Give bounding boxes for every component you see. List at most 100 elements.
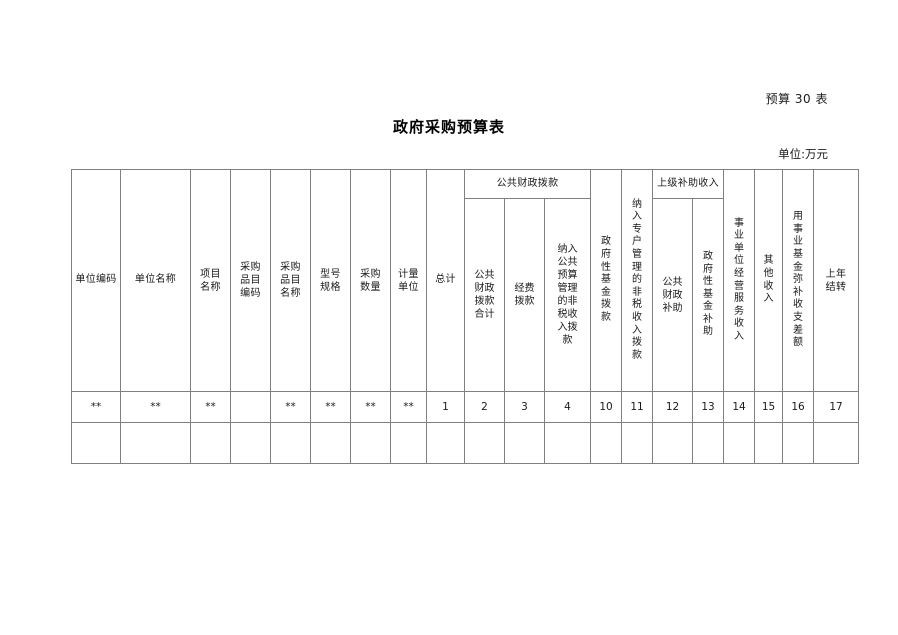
empty-cell-total xyxy=(426,422,465,464)
cell-value: ** xyxy=(205,400,216,413)
cell-value: 16 xyxy=(791,400,805,413)
cell-value: 1 xyxy=(442,400,449,413)
cell-value: 11 xyxy=(630,400,644,413)
budget-table-container: 单位编码 单位名称 项目名称 采购品目编码 采购品目名称 型号规格 采购数量 计量单位 总计 公共… xyxy=(71,169,859,464)
cell-pf_funds: 3 xyxy=(504,391,545,423)
cell-value: ** xyxy=(325,400,336,413)
empty-cell-pf_nontax xyxy=(544,422,591,464)
column-header-carryover: 上年结转 xyxy=(813,169,859,392)
cell-carryover: 17 xyxy=(813,391,859,423)
column-header-pf_nontax: 纳入公共预算管理的非税收入拨款 xyxy=(544,198,591,392)
column-header-label: 总计 xyxy=(435,274,456,286)
column-header-sub_gov_fund: 政府性基金补助 xyxy=(692,198,724,392)
column-header-purchase_qty: 采购数量 xyxy=(350,169,391,392)
column-header-label: 上年结转 xyxy=(825,268,847,293)
empty-cell-model_spec xyxy=(310,422,351,464)
empty-cell-carryover xyxy=(813,422,859,464)
cell-value: 12 xyxy=(665,400,680,413)
empty-cell-pf_funds xyxy=(504,422,545,464)
empty-cell-item_name xyxy=(270,422,311,464)
table-head: 单位编码 单位名称 项目名称 采购品目编码 采购品目名称 型号规格 采购数量 计量单位 总计 公共… xyxy=(71,169,859,392)
empty-cell-special_acct xyxy=(621,422,653,464)
empty-cell-pf_total xyxy=(464,422,505,464)
column-header-label: 纳入专户管理的非税收入拨款 xyxy=(632,198,642,361)
cell-gov_fund: 10 xyxy=(590,391,622,423)
cell-item_code xyxy=(230,391,271,423)
column-header-pf_total: 公共财政拨款合计 xyxy=(464,198,505,392)
empty-cell-other_income xyxy=(754,422,783,464)
column-header-pf_funds: 经费拨款 xyxy=(504,198,545,392)
cell-value: ** xyxy=(150,400,161,413)
cell-value: ** xyxy=(90,400,102,413)
column-header-unit_name: 单位名称 xyxy=(120,169,191,392)
cell-value: ** xyxy=(365,400,376,413)
cell-total: 1 xyxy=(426,391,465,423)
header-leaf-row: 公共财政拨款合计 经费拨款 纳入公共预算管理的非税收入拨款 公共财政补助 政府性基金补助 xyxy=(72,198,859,392)
page-title: 政府采购预算表 xyxy=(392,118,505,136)
cell-project_name: ** xyxy=(190,391,231,423)
sheet-number: 预算 30 表 xyxy=(765,92,828,106)
cell-value: ** xyxy=(403,400,414,413)
cell-sub_gov_fund: 13 xyxy=(692,391,724,423)
empty-cell-unit_name xyxy=(120,422,191,464)
column-header-total: 总计 xyxy=(426,169,465,392)
empty-cell-sub_gov_fund xyxy=(692,422,724,464)
column-header-label: 政府性基金拨款 xyxy=(601,236,611,323)
cell-item_name: ** xyxy=(270,391,311,423)
cell-value: ** xyxy=(285,400,296,413)
column-header-label: 经费拨款 xyxy=(514,283,535,307)
cell-value: 13 xyxy=(701,400,715,413)
cell-biz_income: 14 xyxy=(723,391,755,423)
cell-unit_code: ** xyxy=(71,391,121,423)
column-header-unit_code: 单位编码 xyxy=(71,169,121,392)
empty-cell-unit_code xyxy=(71,422,121,464)
empty-cell-biz_income xyxy=(723,422,755,464)
empty-cell-project_name xyxy=(190,422,231,464)
government-procurement-budget-table: 单位编码 单位名称 项目名称 采购品目编码 采购品目名称 型号规格 采购数量 计量单位 总计 公共… xyxy=(71,169,859,464)
cell-sub_pf: 12 xyxy=(652,391,693,423)
column-header-biz_income: 事业单位经营服务收入 xyxy=(723,169,755,392)
cell-value: 14 xyxy=(732,400,746,413)
cell-pf_total: 2 xyxy=(464,391,505,423)
cell-value: 15 xyxy=(761,400,776,413)
column-header-label: 采购数量 xyxy=(360,268,381,293)
column-header-project_name: 项目名称 xyxy=(190,169,231,392)
column-group-header: 上级补助收入 xyxy=(652,169,724,199)
cell-pf_nontax: 4 xyxy=(544,391,591,423)
table-row: ** ** ** ** ** ** ** 1 2 3 4 10 11 12 13 14 15 16 17 xyxy=(71,391,859,423)
cell-special_acct: 11 xyxy=(621,391,653,423)
column-header-model_spec: 型号规格 xyxy=(310,169,351,392)
cell-unit_name: ** xyxy=(120,391,191,423)
column-header-label: 用事业基金弥补收支差额 xyxy=(793,211,803,349)
cell-value: 2 xyxy=(481,400,488,413)
column-header-measure_unit: 计量单位 xyxy=(390,169,427,392)
column-header-label: 政府性基金补助 xyxy=(703,250,713,338)
empty-cell-measure_unit xyxy=(390,422,427,464)
column-header-label: 单位编码 xyxy=(75,274,117,286)
cell-purchase_qty: ** xyxy=(350,391,391,423)
column-header-label: 型号规格 xyxy=(320,268,341,293)
empty-cell-item_code xyxy=(230,422,271,464)
header-group-row: 单位编码 单位名称 项目名称 采购品目编码 采购品目名称 型号规格 采购数量 计量单位 总计 公共… xyxy=(71,169,859,392)
column-header-label: 纳入公共预算管理的非税收入拨款 xyxy=(557,244,578,346)
column-header-other_income: 其他收入 xyxy=(754,169,783,392)
cell-measure_unit: ** xyxy=(390,391,427,423)
table-body: ** ** ** ** ** ** ** 1 2 3 4 10 11 12 13 14 15 16 17 xyxy=(71,391,859,464)
empty-cell-purchase_qty xyxy=(350,422,391,464)
column-header-label: 其他收入 xyxy=(763,255,774,305)
empty-cell-sub_pf xyxy=(652,422,693,464)
column-header-label: 事业单位经营服务收入 xyxy=(734,217,744,342)
column-header-item_code: 采购品目编码 xyxy=(230,169,271,392)
cell-value: 4 xyxy=(564,400,571,413)
column-header-gov_fund: 政府性基金拨款 xyxy=(590,169,622,392)
table-row xyxy=(71,422,859,464)
empty-cell-fund_offset xyxy=(782,422,814,464)
empty-cell-gov_fund xyxy=(590,422,622,464)
column-group-header: 公共财政拨款 xyxy=(464,169,591,199)
cell-fund_offset: 16 xyxy=(782,391,814,423)
column-header-special_acct: 纳入专户管理的非税收入拨款 xyxy=(621,169,653,392)
column-header-label: 项目名称 xyxy=(200,268,221,293)
column-header-label: 计量单位 xyxy=(398,268,419,293)
cell-model_spec: ** xyxy=(310,391,351,423)
unit-note: 单位:万元 xyxy=(778,147,828,161)
